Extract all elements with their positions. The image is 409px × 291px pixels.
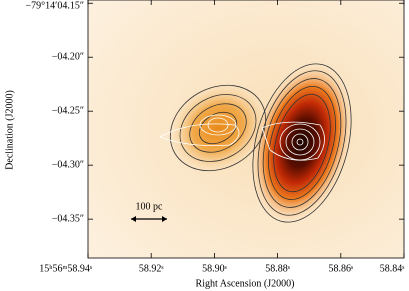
y-axis-label: Declination (J2000) (4, 90, 15, 170)
y-tick-label: −04.20″ (52, 52, 84, 63)
x-tick-label: 15ʰ56ᵐ58.94ˢ (39, 263, 92, 274)
scale-label: 100 pc (136, 201, 164, 212)
y-tick-label: −04.30″ (52, 159, 84, 170)
y-tick-label: −04.35″ (52, 213, 84, 224)
image (87, 0, 405, 259)
x-tick-label: 58.92ˢ (139, 263, 164, 274)
y-tick-label: −79°14′04.15″ (26, 0, 85, 11)
y-tick-label: −04.25″ (52, 105, 84, 116)
x-axis-label: Right Ascension (J2000) (196, 278, 295, 289)
x-tick-label: 58.88ˢ (265, 263, 290, 274)
x-tick-label: 58.90ˢ (202, 263, 227, 274)
x-tick-label: 58.84ˢ (380, 263, 405, 274)
x-tick-label: 58.86ˢ (328, 263, 353, 274)
scale-bar: 100 pc (131, 201, 167, 222)
